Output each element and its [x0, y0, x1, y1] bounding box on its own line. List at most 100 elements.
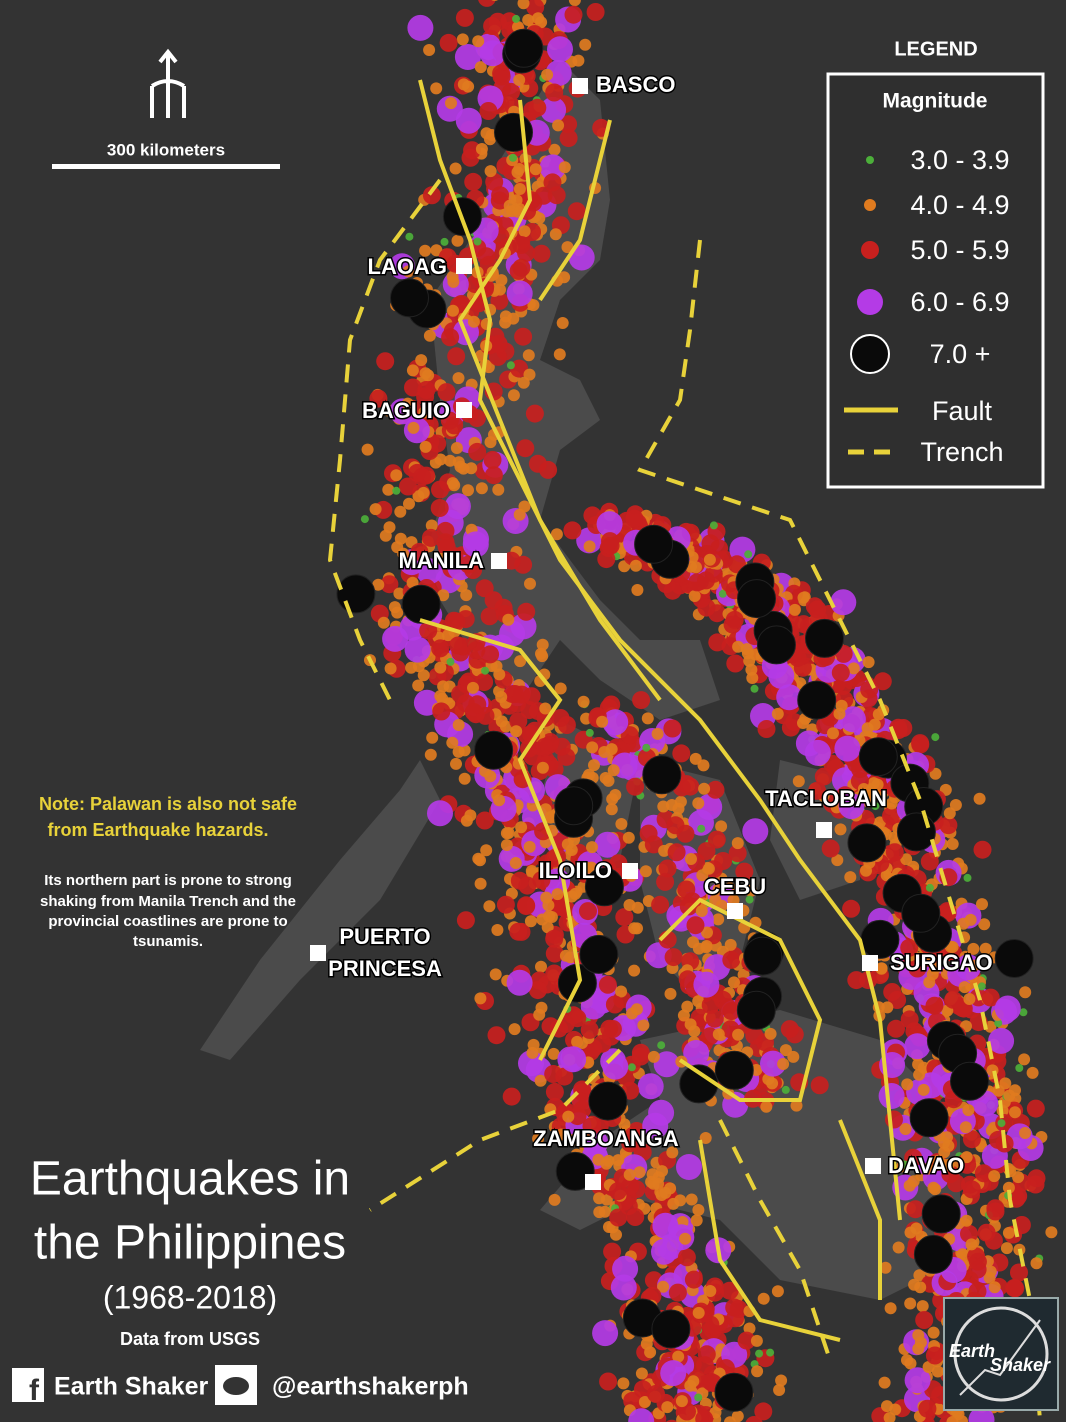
- earthquake-dot: [1015, 1064, 1024, 1072]
- earthquake-dot: [962, 1104, 975, 1117]
- earthquake-dot: [857, 783, 870, 795]
- earthquake-dot: [484, 165, 497, 178]
- earthquake-dot: [1009, 1187, 1028, 1206]
- earthquake-dot: [610, 1274, 637, 1301]
- earthquake-dot: [467, 409, 486, 428]
- earthquake-dot: [436, 521, 455, 540]
- earthquake-dot: [523, 368, 536, 381]
- earthquake-dot: [618, 1118, 631, 1131]
- city-marker: [862, 955, 878, 971]
- earthquake-dot: [988, 1170, 1001, 1183]
- earthquake-dot: [884, 1302, 897, 1315]
- earthquake-dot: [586, 3, 605, 21]
- fault-line: [658, 897, 823, 1102]
- earthquake-dot: [644, 1346, 657, 1359]
- earthquake-dot: [651, 727, 664, 740]
- earthquake-dot: [760, 1100, 773, 1113]
- earthquake-dot: [417, 381, 436, 399]
- earthquake-dot: [475, 811, 494, 830]
- earthquake-dot: [873, 672, 892, 691]
- earthquake-dot: [509, 153, 517, 162]
- scale-bar: [52, 164, 280, 169]
- earthquake-dot: [745, 895, 754, 904]
- earthquake-dot: [737, 579, 776, 619]
- earthquake-dot: [705, 1009, 724, 1028]
- earthquake-dot: [455, 8, 474, 27]
- city-label: TACLOBAN: [765, 786, 887, 811]
- earthquake-dot: [615, 985, 628, 998]
- earthquake-dot: [724, 938, 737, 951]
- earthquake-dot: [440, 237, 449, 246]
- earthquake-dot: [360, 515, 369, 524]
- earthquake-dot: [609, 1208, 628, 1227]
- earthquake-dot: [549, 228, 562, 241]
- earthquake-dot: [726, 654, 745, 673]
- earthquake-dot: [907, 1175, 920, 1188]
- earthquake-dot: [405, 661, 418, 674]
- earthquake-dot: [491, 924, 504, 936]
- earthquake-dot: [551, 709, 570, 727]
- earthquake-dot: [550, 528, 563, 541]
- earthquake-dot: [697, 598, 716, 617]
- earthquake-dot: [404, 636, 431, 663]
- earthquake-dot: [517, 602, 536, 621]
- earthquake-dot: [768, 662, 795, 689]
- earthquake-dot: [422, 186, 441, 205]
- earthquake-dot: [403, 497, 415, 510]
- earthquake-dot: [452, 719, 465, 731]
- city-marker: [456, 258, 472, 274]
- earthquake-dot: [554, 786, 594, 826]
- earthquake-dot: [540, 96, 567, 123]
- city-marker: [585, 1174, 601, 1190]
- earthquake-dot: [745, 1026, 764, 1045]
- earthquake-dot: [547, 1047, 560, 1060]
- earthquake-dot: [380, 575, 399, 594]
- earthquake-dot: [881, 1001, 894, 1014]
- earthquake-dot: [417, 486, 430, 499]
- scale-label: 300 kilometers: [107, 140, 225, 159]
- earthquake-dot: [434, 661, 447, 674]
- earthquake-dot: [560, 1046, 587, 1073]
- earthquake-dot: [910, 1222, 923, 1235]
- earthquake-dot: [518, 1050, 544, 1077]
- earthquake-dot: [986, 1202, 1005, 1221]
- earthquake-dot: [539, 702, 552, 715]
- earthquake-dot: [502, 613, 515, 626]
- earthquake-dot: [916, 1300, 929, 1313]
- detail: provincial coastlines are prone to: [48, 913, 287, 930]
- earthquake-dot: [529, 163, 542, 176]
- earthquake-dot: [677, 1009, 690, 1022]
- earthquake-dot: [475, 143, 488, 155]
- earthquake-dot: [514, 655, 527, 668]
- earthquake-dot: [780, 1020, 799, 1039]
- earthquake-dot: [900, 853, 913, 866]
- earthquake-dot: [475, 673, 494, 691]
- earthquake-dot: [779, 1044, 792, 1057]
- earthquake-dot: [1045, 1226, 1058, 1239]
- earthquake-dot: [875, 962, 888, 975]
- earthquake-dot: [693, 971, 720, 998]
- earthquake-dot: [532, 871, 551, 890]
- earthquake-dot: [642, 755, 682, 795]
- detail: tsunamis.: [133, 933, 203, 950]
- earthquake-dot: [512, 236, 531, 254]
- earthquake-dot: [432, 702, 451, 721]
- legend-items: 3.0 - 3.9 4.0 - 4.9 5.0 - 5.9 6.0 - 6.9 7.0 …: [850, 145, 1010, 374]
- earthquake-dot: [392, 486, 401, 495]
- earthquake-dot: [607, 764, 620, 777]
- earthquake-dot: [878, 1083, 905, 1109]
- earthquake-dot: [622, 831, 635, 844]
- earthquake-dot: [931, 733, 940, 742]
- legend-heading: LEGEND: [894, 38, 977, 60]
- earthquake-dot: [633, 1166, 646, 1179]
- earthquake-dot: [960, 1151, 973, 1164]
- earthquake-dot: [834, 735, 861, 762]
- earthquake-dot: [707, 830, 726, 849]
- mindanao: [540, 1010, 960, 1300]
- earthquake-dot: [913, 1068, 926, 1081]
- earthquake-dot: [540, 891, 553, 904]
- earthquake-dot: [760, 1050, 786, 1077]
- earthquake-dot: [517, 897, 536, 916]
- earthquake-dot: [596, 511, 623, 538]
- earthquake-dot: [958, 981, 971, 994]
